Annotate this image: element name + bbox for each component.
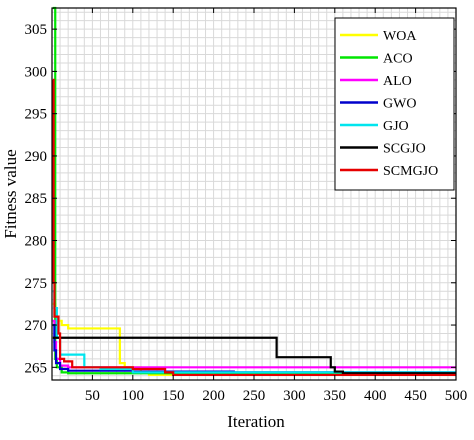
legend-label-aco: ACO [383,52,413,67]
y-tick-label: 295 [25,107,48,123]
x-tick-label: 400 [364,388,387,404]
legend-label-gwo: GWO [383,97,416,112]
x-tick-label: 150 [162,388,185,404]
x-tick-label: 300 [283,388,306,404]
x-tick-label: 250 [243,388,266,404]
x-tick-label: 100 [122,388,145,404]
legend-label-scmgjo: SCMGJO [383,164,438,179]
y-tick-label: 280 [25,234,48,250]
x-tick-label: 450 [404,388,427,404]
y-tick-label: 305 [25,22,48,38]
axis-ticks: 50 100 150 200 250 300 350 400 450 500 265 270 275 28… [25,8,468,404]
legend-label-alo: ALO [383,74,412,89]
legend-label-woa: WOA [383,29,417,44]
y-tick-label: 290 [25,149,48,165]
legend-label-scgjo: SCGJO [383,142,426,157]
x-tick-label: 200 [202,388,225,404]
series-line-scmgjo [52,78,456,377]
y-tick-label: 285 [25,191,48,207]
legend: WOA ACO ALO GWO GJO SCGJO SCMGJO [334,17,455,191]
y-axis-label: Fitness value [1,149,20,238]
y-tick-label: 275 [25,276,48,292]
legend-label-gjo: GJO [383,119,409,134]
series-line-scgjo [52,336,456,375]
x-tick-label: 50 [85,388,100,404]
x-axis-label: Iteration [227,412,285,431]
y-tick-label: 300 [25,64,48,80]
series-line-gjo [52,290,456,374]
x-tick-label: 350 [324,388,347,404]
grid [52,8,456,380]
y-tick-label: 270 [25,318,48,334]
legend-box [334,17,455,191]
x-tick-label: 500 [445,388,468,404]
y-tick-label: 265 [25,360,48,376]
